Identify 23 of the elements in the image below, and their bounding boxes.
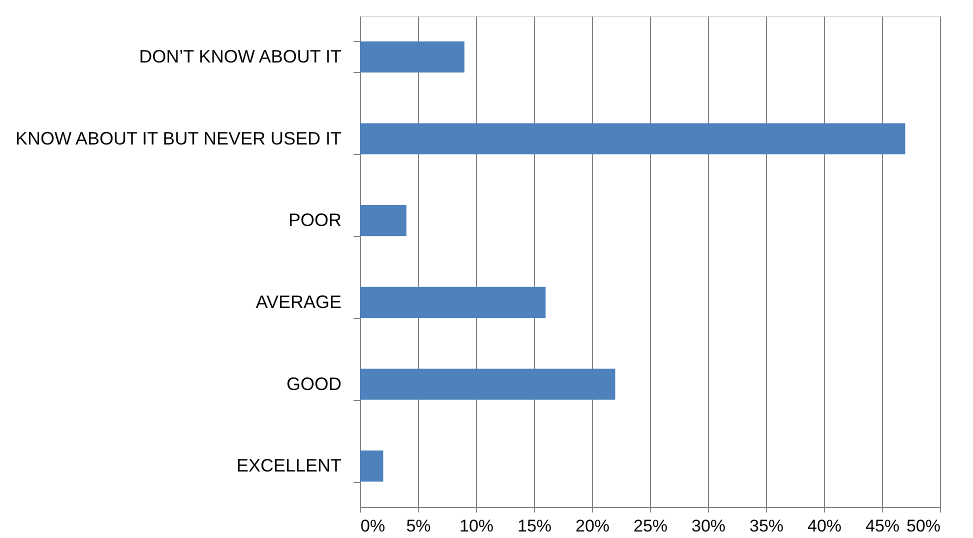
x-tick-label: 10% xyxy=(459,516,494,536)
x-tick-label: 40% xyxy=(807,516,842,536)
bar xyxy=(360,41,464,72)
y-tick-label: KNOW ABOUT IT BUT NEVER USED IT xyxy=(15,128,342,148)
bar xyxy=(360,286,546,318)
y-tick-label: POOR xyxy=(288,210,342,230)
y-tick-label: EXCELLENT xyxy=(236,456,342,476)
bar xyxy=(360,450,384,482)
y-tick-label: GOOD xyxy=(286,374,342,394)
bar xyxy=(360,205,406,236)
bar xyxy=(360,123,906,154)
bar xyxy=(360,368,616,400)
x-tick-label: 20% xyxy=(575,516,610,536)
x-tick-label: 0% xyxy=(360,516,386,536)
x-tick-label: 45% xyxy=(865,516,900,536)
x-tick-label: 25% xyxy=(633,516,668,536)
y-tick-label: DON’T KNOW ABOUT IT xyxy=(139,46,342,66)
x-tick-label: 50% xyxy=(906,516,940,536)
x-tick-label: 5% xyxy=(406,516,431,536)
x-tick-label: 15% xyxy=(517,516,552,536)
x-tick-label: 35% xyxy=(749,516,784,536)
x-tick-label: 30% xyxy=(691,516,726,536)
y-tick-label: AVERAGE xyxy=(256,292,342,312)
